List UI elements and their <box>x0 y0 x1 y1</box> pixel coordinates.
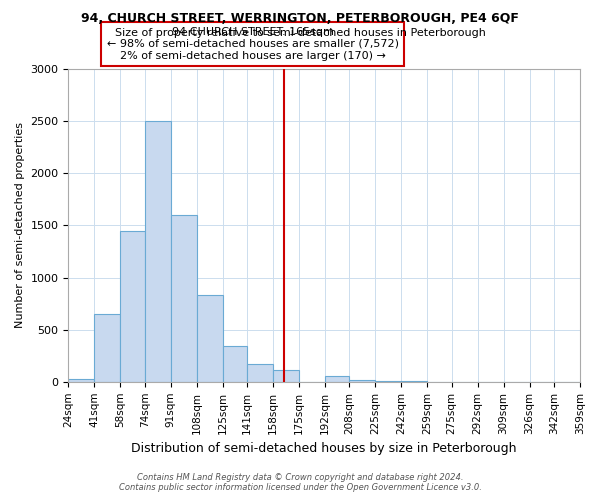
Text: 94 CHURCH STREET: 165sqm
← 98% of semi-detached houses are smaller (7,572)
2% of: 94 CHURCH STREET: 165sqm ← 98% of semi-d… <box>107 28 398 60</box>
Bar <box>171 215 197 382</box>
Text: Contains HM Land Registry data © Crown copyright and database right 2024.
Contai: Contains HM Land Registry data © Crown c… <box>119 473 481 492</box>
Bar <box>121 230 145 382</box>
Bar <box>223 346 247 382</box>
Y-axis label: Number of semi-detached properties: Number of semi-detached properties <box>15 122 25 328</box>
Bar <box>68 378 94 382</box>
Bar <box>145 121 171 382</box>
Text: 94, CHURCH STREET, WERRINGTON, PETERBOROUGH, PE4 6QF: 94, CHURCH STREET, WERRINGTON, PETERBORO… <box>81 12 519 26</box>
Bar <box>349 380 376 382</box>
Bar <box>325 376 349 382</box>
Bar <box>247 364 273 382</box>
Bar <box>273 370 299 382</box>
Text: Size of property relative to semi-detached houses in Peterborough: Size of property relative to semi-detach… <box>115 28 485 38</box>
X-axis label: Distribution of semi-detached houses by size in Peterborough: Distribution of semi-detached houses by … <box>131 442 517 455</box>
Bar <box>197 296 223 382</box>
Bar <box>376 381 401 382</box>
Bar <box>94 314 121 382</box>
